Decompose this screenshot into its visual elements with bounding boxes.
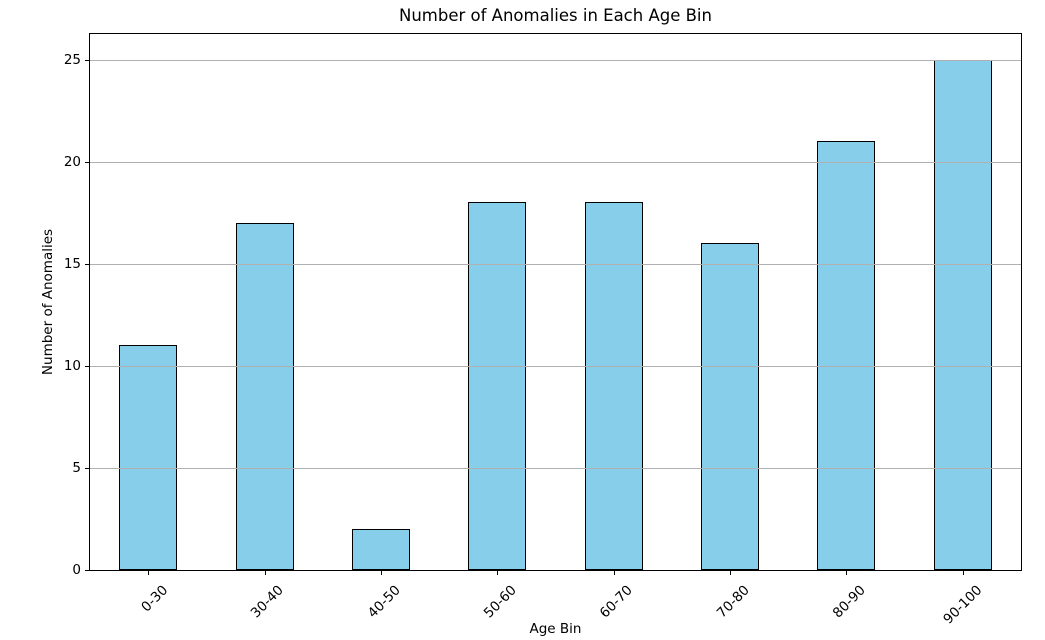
x-tick-label-text: 30-40: [248, 582, 288, 622]
x-tick-mark: [264, 571, 266, 575]
bar-70-80: [701, 243, 760, 570]
y-tick-label: 15: [63, 256, 81, 272]
x-tick-label-text: 60-70: [597, 582, 637, 622]
y-tick-mark: [85, 366, 89, 367]
gridline-y-20: [90, 162, 1021, 163]
y-tick-mark: [85, 570, 89, 571]
x-tick-label-text: 80-90: [829, 582, 869, 622]
x-tick-mark: [148, 571, 150, 575]
x-tick-mark: [613, 571, 615, 575]
y-tick-label: 0: [72, 562, 81, 578]
x-tick-label-text: 50-60: [480, 582, 520, 622]
bar-50-60: [468, 202, 527, 570]
x-tick-label-text: 40-50: [364, 582, 404, 622]
x-tick-mark: [846, 571, 848, 575]
y-tick-label: 5: [72, 460, 81, 476]
x-tick-mark: [730, 571, 732, 575]
bar-60-70: [584, 202, 643, 570]
gridline-y-10: [90, 366, 1021, 367]
y-tick-label: 25: [63, 52, 81, 68]
y-tick-mark: [85, 264, 89, 265]
bar-0-30: [119, 345, 178, 570]
x-tick-mark: [962, 571, 964, 575]
x-axis-label: Age Bin: [529, 621, 582, 637]
x-tick-label-text: 70-80: [713, 582, 753, 622]
gridline-y-25: [90, 60, 1021, 61]
gridline-y-15: [90, 264, 1021, 265]
bar-30-40: [235, 223, 294, 570]
bar-80-90: [817, 141, 876, 570]
y-tick-label: 20: [63, 154, 81, 170]
y-tick-mark: [85, 60, 89, 61]
x-tick-mark: [497, 571, 499, 575]
y-tick-mark: [85, 162, 89, 163]
x-tick-label-text: 0-30: [137, 582, 171, 616]
chart-title: Number of Anomalies in Each Age Bin: [399, 6, 712, 25]
y-tick-mark: [85, 468, 89, 469]
gridline-y-5: [90, 468, 1021, 469]
x-tick-mark: [380, 571, 382, 575]
y-tick-label: 10: [63, 358, 81, 374]
bar-40-50: [351, 529, 410, 570]
y-axis-label: Number of Anomalies: [40, 228, 56, 376]
bar-90-100: [933, 60, 992, 570]
plot-area: [89, 33, 1022, 571]
